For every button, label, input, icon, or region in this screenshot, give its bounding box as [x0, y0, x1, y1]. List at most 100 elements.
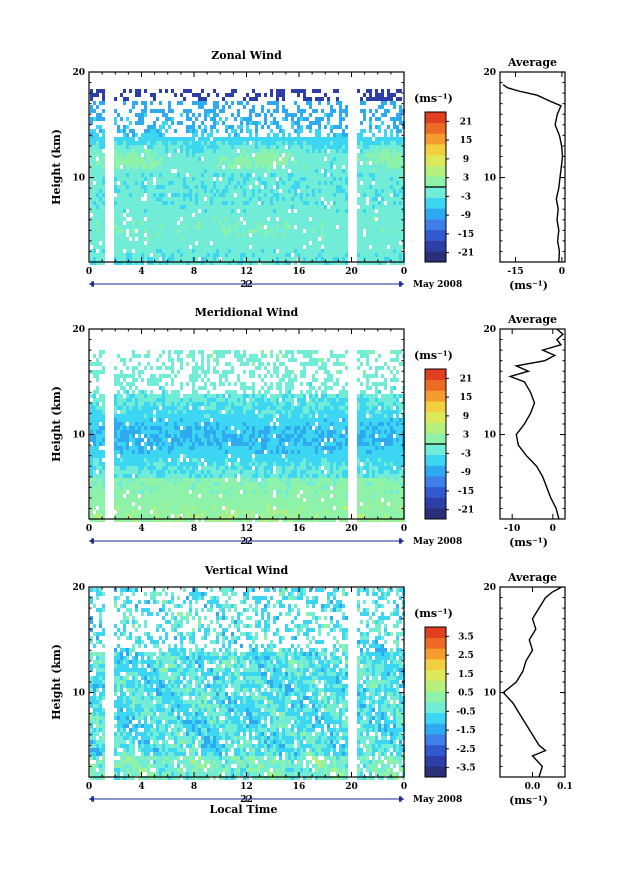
heatmap-cell [135, 221, 138, 225]
heatmap-cell [138, 141, 141, 145]
heatmap-cell [99, 153, 102, 157]
heatmap-cell [159, 157, 162, 161]
heatmap-cell [294, 197, 297, 201]
heatmap-cell [243, 217, 246, 221]
heatmap-cell [252, 165, 255, 169]
heatmap-cell [138, 418, 141, 422]
heatmap-cell [390, 133, 393, 137]
heatmap-cell [222, 109, 225, 113]
heatmap-cell [201, 378, 204, 382]
heatmap-cell [102, 189, 105, 193]
heatmap-cell [171, 518, 174, 522]
heatmap-cell [267, 237, 270, 241]
heatmap-cell [171, 442, 174, 446]
heatmap-cell [261, 233, 264, 237]
heatmap-cell [90, 482, 93, 486]
heatmap-cell [123, 205, 126, 209]
heatmap-cell [372, 245, 375, 249]
heatmap-cell [243, 141, 246, 145]
heatmap-cell [387, 237, 390, 241]
heatmap-cell [165, 478, 168, 482]
heatmap-cell [381, 221, 384, 225]
heatmap-cell [303, 117, 306, 121]
heatmap-cell [159, 89, 162, 93]
heatmap-cell [93, 498, 96, 502]
heatmap-cell [261, 105, 264, 109]
heatmap-cell [159, 137, 162, 141]
heatmap-cell [156, 470, 159, 474]
heatmap-cell [345, 141, 348, 145]
heatmap-cell [288, 193, 291, 197]
heatmap-cell [186, 426, 189, 430]
heatmap-cell [162, 482, 165, 486]
heatmap-cell [96, 145, 99, 149]
heatmap-cell [159, 490, 162, 494]
heatmap-cell [174, 213, 177, 217]
heatmap-cell [99, 418, 102, 422]
heatmap-cell [342, 153, 345, 157]
heatmap-cell [168, 145, 171, 149]
heatmap-cell [213, 173, 216, 177]
heatmap-cell [180, 462, 183, 466]
colorbar-swatch [425, 251, 446, 263]
heatmap-cell [243, 137, 246, 141]
heatmap-cell [366, 165, 369, 169]
heatmap-cell [141, 454, 144, 458]
heatmap-cell [279, 181, 282, 185]
heatmap-cell [144, 149, 147, 153]
heatmap-cell [174, 253, 177, 257]
heatmap-cell [132, 157, 135, 161]
heatmap-cell [249, 117, 252, 121]
heatmap-cell [147, 125, 150, 129]
heatmap-cell [222, 157, 225, 161]
heatmap-cell [273, 157, 276, 161]
heatmap-cell [228, 141, 231, 145]
heatmap-cell [327, 257, 330, 261]
heatmap-cell [189, 402, 192, 406]
heatmap-cell [309, 253, 312, 257]
heatmap-cell [189, 502, 192, 506]
heatmap-cell [396, 241, 399, 245]
heatmap-cell [267, 245, 270, 249]
heatmap-cell [198, 93, 201, 97]
heatmap-cell [186, 89, 189, 93]
heatmap-cell [117, 406, 120, 410]
heatmap-cell [249, 181, 252, 185]
heatmap-cell [213, 109, 216, 113]
heatmap-cell [129, 386, 132, 390]
heatmap-cell [102, 229, 105, 233]
heatmap-cell [99, 510, 102, 514]
heatmap-cell [264, 253, 267, 257]
heatmap-cell [183, 181, 186, 185]
heatmap-cell [246, 241, 249, 245]
heatmap-cell [165, 245, 168, 249]
heatmap-cell [297, 233, 300, 237]
heatmap-cell [162, 498, 165, 502]
heatmap-cell [378, 205, 381, 209]
heatmap-cell [210, 209, 213, 213]
heatmap-cell [120, 414, 123, 418]
heatmap-cell [186, 149, 189, 153]
heatmap-cell [216, 253, 219, 257]
heatmap-cell [267, 261, 270, 265]
heatmap-cell [120, 157, 123, 161]
heatmap-cell [243, 165, 246, 169]
heatmap-cell [153, 233, 156, 237]
heatmap-cell [198, 229, 201, 233]
heatmap-cell [132, 193, 135, 197]
heatmap-cell [123, 362, 126, 366]
heatmap-cell [261, 261, 264, 265]
heatmap-cell [186, 145, 189, 149]
heatmap-cell [159, 261, 162, 265]
heatmap-cell [129, 173, 132, 177]
heatmap-cell [303, 197, 306, 201]
heatmap-cell [138, 490, 141, 494]
heatmap-cell [378, 145, 381, 149]
heatmap-cell [390, 209, 393, 213]
heatmap-cell [219, 241, 222, 245]
heatmap-cell [138, 253, 141, 257]
heatmap-cell [114, 97, 117, 101]
heatmap-cell [318, 193, 321, 197]
heatmap-cell [168, 470, 171, 474]
heatmap-cell [135, 366, 138, 370]
